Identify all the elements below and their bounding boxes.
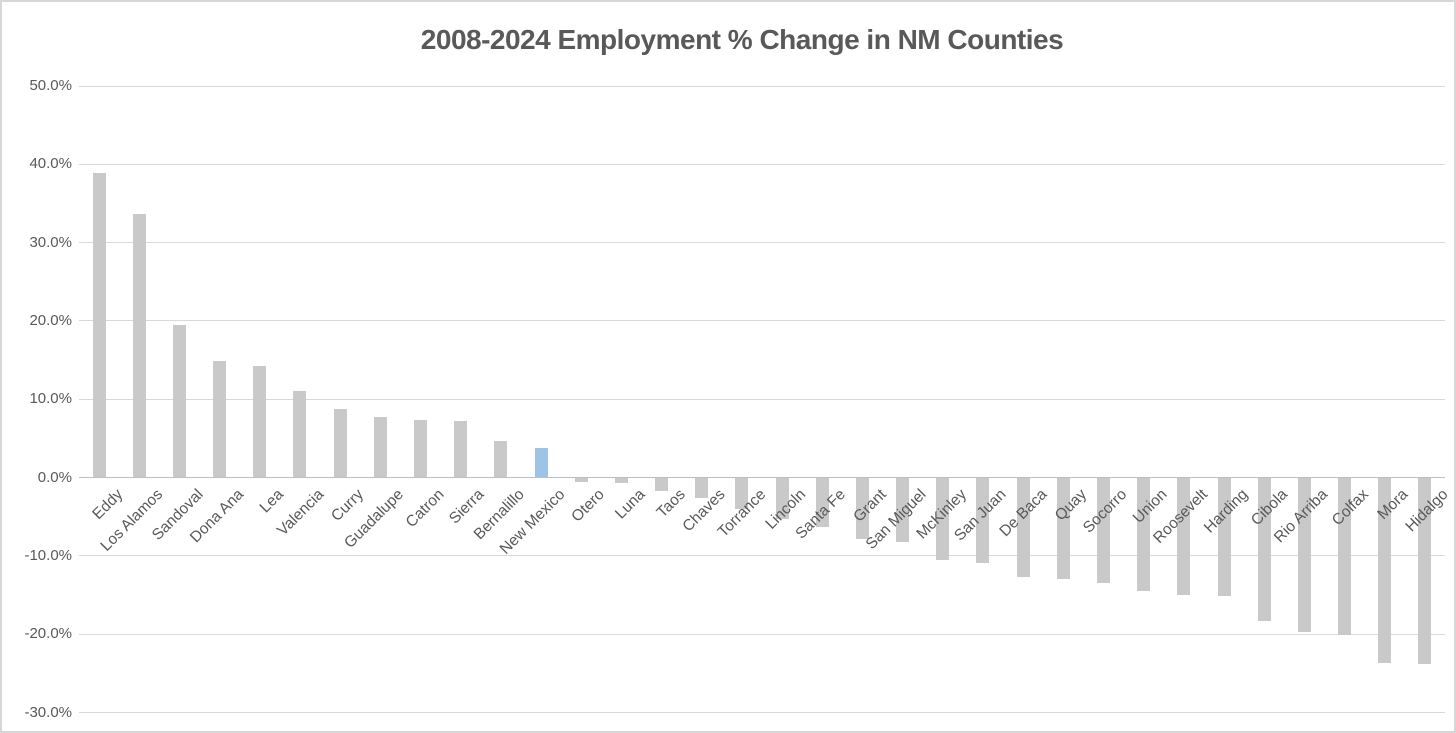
bar-catron [414,419,427,478]
bar-taos [655,478,669,492]
gridline [79,712,1445,713]
bar-chaves [695,478,709,498]
y-axis-tick-label: -10.0% [24,546,72,564]
bar-rio-arriba [1297,478,1311,632]
gridline [79,242,1445,244]
bar-curry [333,408,347,478]
x-axis-tick-label: Otero [568,486,609,526]
x-axis-tick-label: Catron [402,486,448,531]
bar-bernalillo [494,441,508,478]
gridline [79,398,1445,400]
gridline [79,85,1445,87]
bar-valencia [293,390,307,478]
y-axis-tick-label: -30.0% [24,703,72,721]
bar-mora [1378,478,1392,663]
bar-cibola [1257,478,1271,621]
bar-luna [614,478,628,483]
bar-sandoval [172,325,186,478]
zero-axis-line [79,477,1445,479]
bar-union [1137,478,1151,591]
bar-torrance [735,478,749,509]
bar-lincoln [775,478,789,519]
gridline [79,320,1445,322]
gridline [79,163,1445,165]
bar-san-juan [976,478,990,563]
bar-otero [574,478,588,482]
x-axis-tick-label: Lea [256,486,287,517]
y-axis-tick-label: 0.0% [37,468,72,486]
bar-harding [1217,478,1231,597]
bar-mckinley [936,478,950,561]
y-axis-tick-label: 10.0% [29,390,72,408]
bar-dona-ana [213,361,227,478]
y-axis-tick-label: 20.0% [29,311,72,329]
bar-sierra [454,421,468,478]
bar-quay [1056,478,1070,580]
bar-de-baca [1016,478,1030,577]
x-axis-tick-label: Luna [611,486,649,523]
bar-eddy [92,173,106,478]
gridline [79,555,1445,557]
gridline [79,633,1445,635]
y-axis-tick-label: 50.0% [29,77,72,94]
bar-los-alamos [132,213,146,478]
bar-grant [855,478,869,540]
bar-santa-fe [815,478,829,527]
bar-san-miguel [896,478,910,543]
y-axis-tick-label: -20.0% [24,625,72,643]
x-axis-tick-label: Taos [653,486,689,522]
bar-lea [253,365,267,478]
bar-guadalupe [373,416,387,478]
y-axis-tick-label: 30.0% [29,233,72,251]
y-axis-tick-label: 40.0% [29,155,72,173]
bar-colfax [1338,478,1352,635]
chart-title: 2008-2024 Employment % Change in NM Coun… [420,24,1064,55]
bar-new-mexico [534,448,548,478]
bar-socorro [1097,478,1110,583]
bar-roosevelt [1177,478,1191,595]
bar-hidalgo [1418,478,1432,665]
